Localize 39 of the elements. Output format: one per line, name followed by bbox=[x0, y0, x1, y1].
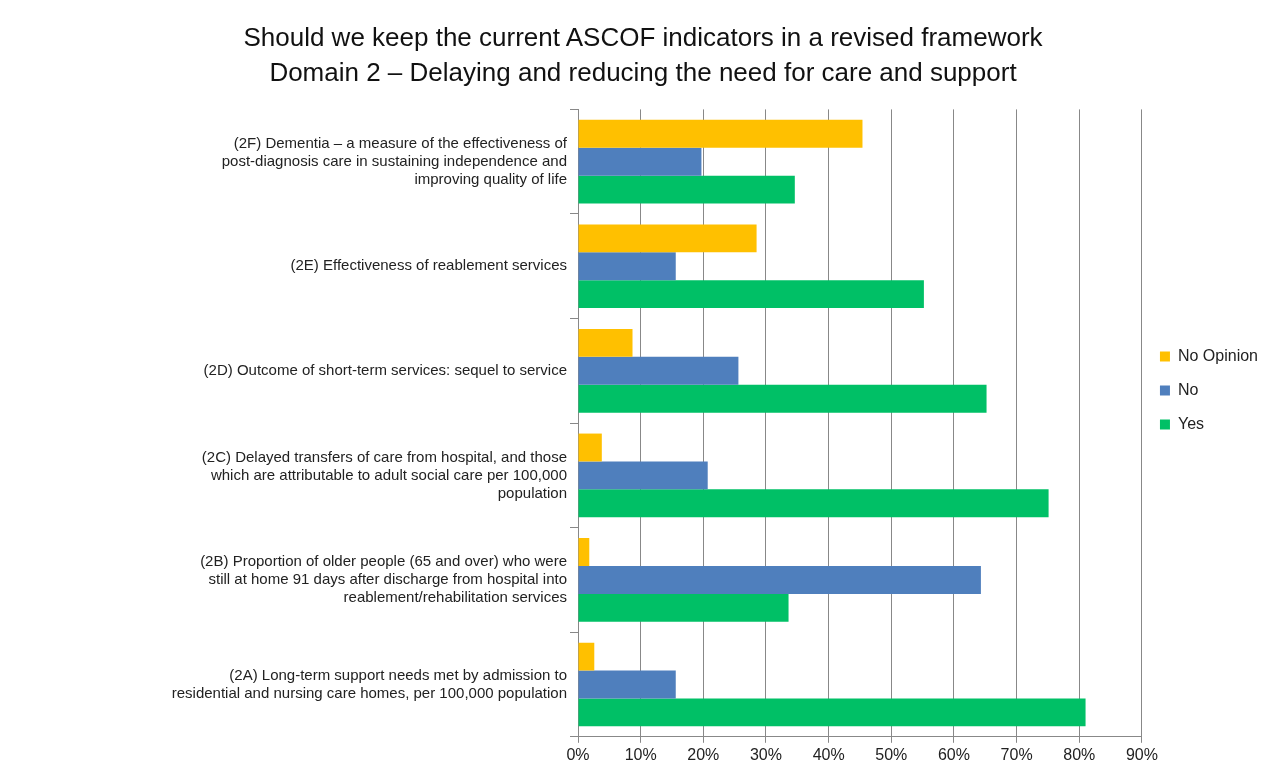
bar bbox=[578, 489, 1049, 518]
bar bbox=[578, 566, 981, 594]
x-tick-label: 90% bbox=[1125, 745, 1158, 763]
bar bbox=[578, 461, 708, 490]
bar bbox=[578, 252, 676, 281]
x-tick-label: 30% bbox=[749, 745, 782, 763]
bar bbox=[578, 698, 1086, 727]
bar bbox=[578, 670, 676, 699]
x-tick-label: 60% bbox=[937, 745, 970, 763]
y-tick-label: (2B) Proportion of older people (65 and over) who were still at home 91 days after discharge from hospital into reablement/rehabilitation services bbox=[200, 552, 567, 606]
legend-label: No Opinion bbox=[1177, 346, 1258, 364]
bar bbox=[578, 280, 924, 309]
chart-subtitle: Domain 2 – Delaying and reducing the need for care and support bbox=[269, 56, 1018, 87]
bar bbox=[578, 119, 863, 148]
x-tick-label: 50% bbox=[875, 745, 908, 763]
x-tick-label: 70% bbox=[1000, 745, 1033, 763]
legend-label: No bbox=[1177, 380, 1199, 398]
chart-title: Should we keep the current ASCOF indicators in a revised framework bbox=[243, 21, 1044, 52]
x-tick-label: 10% bbox=[624, 745, 657, 763]
y-tick-label: (2E) Effectiveness of reablement services bbox=[290, 256, 567, 274]
bar bbox=[578, 328, 633, 357]
bar bbox=[578, 593, 789, 622]
y-tick-label: (2F) Dementia – a measure of the effectiveness of post-diagnosis care in sustaining independence and improving quality of life bbox=[221, 133, 568, 187]
y-tick-label: (2D) Outcome of short-term services: sequel to service bbox=[203, 360, 567, 378]
bar bbox=[578, 642, 595, 671]
bar bbox=[578, 147, 702, 176]
x-tick-label: 20% bbox=[687, 745, 720, 763]
bar bbox=[578, 538, 590, 567]
bar bbox=[578, 433, 602, 462]
x-tick-label: 40% bbox=[812, 745, 845, 763]
x-tick-label: 80% bbox=[1063, 745, 1096, 763]
y-tick-label: (2C) Delayed transfers of care from hospital, and those which are attributable to adult social care per 100,000 population bbox=[201, 447, 567, 501]
y-tick-label: (2A) Long-term support needs met by admission to residential and nursing care homes, per 100,000 population bbox=[171, 665, 567, 701]
x-tick-label: 0% bbox=[566, 745, 590, 763]
bar bbox=[578, 384, 987, 413]
legend-label: Yes bbox=[1177, 414, 1205, 432]
bar bbox=[578, 175, 795, 204]
bar bbox=[578, 224, 757, 253]
bar bbox=[578, 356, 739, 385]
